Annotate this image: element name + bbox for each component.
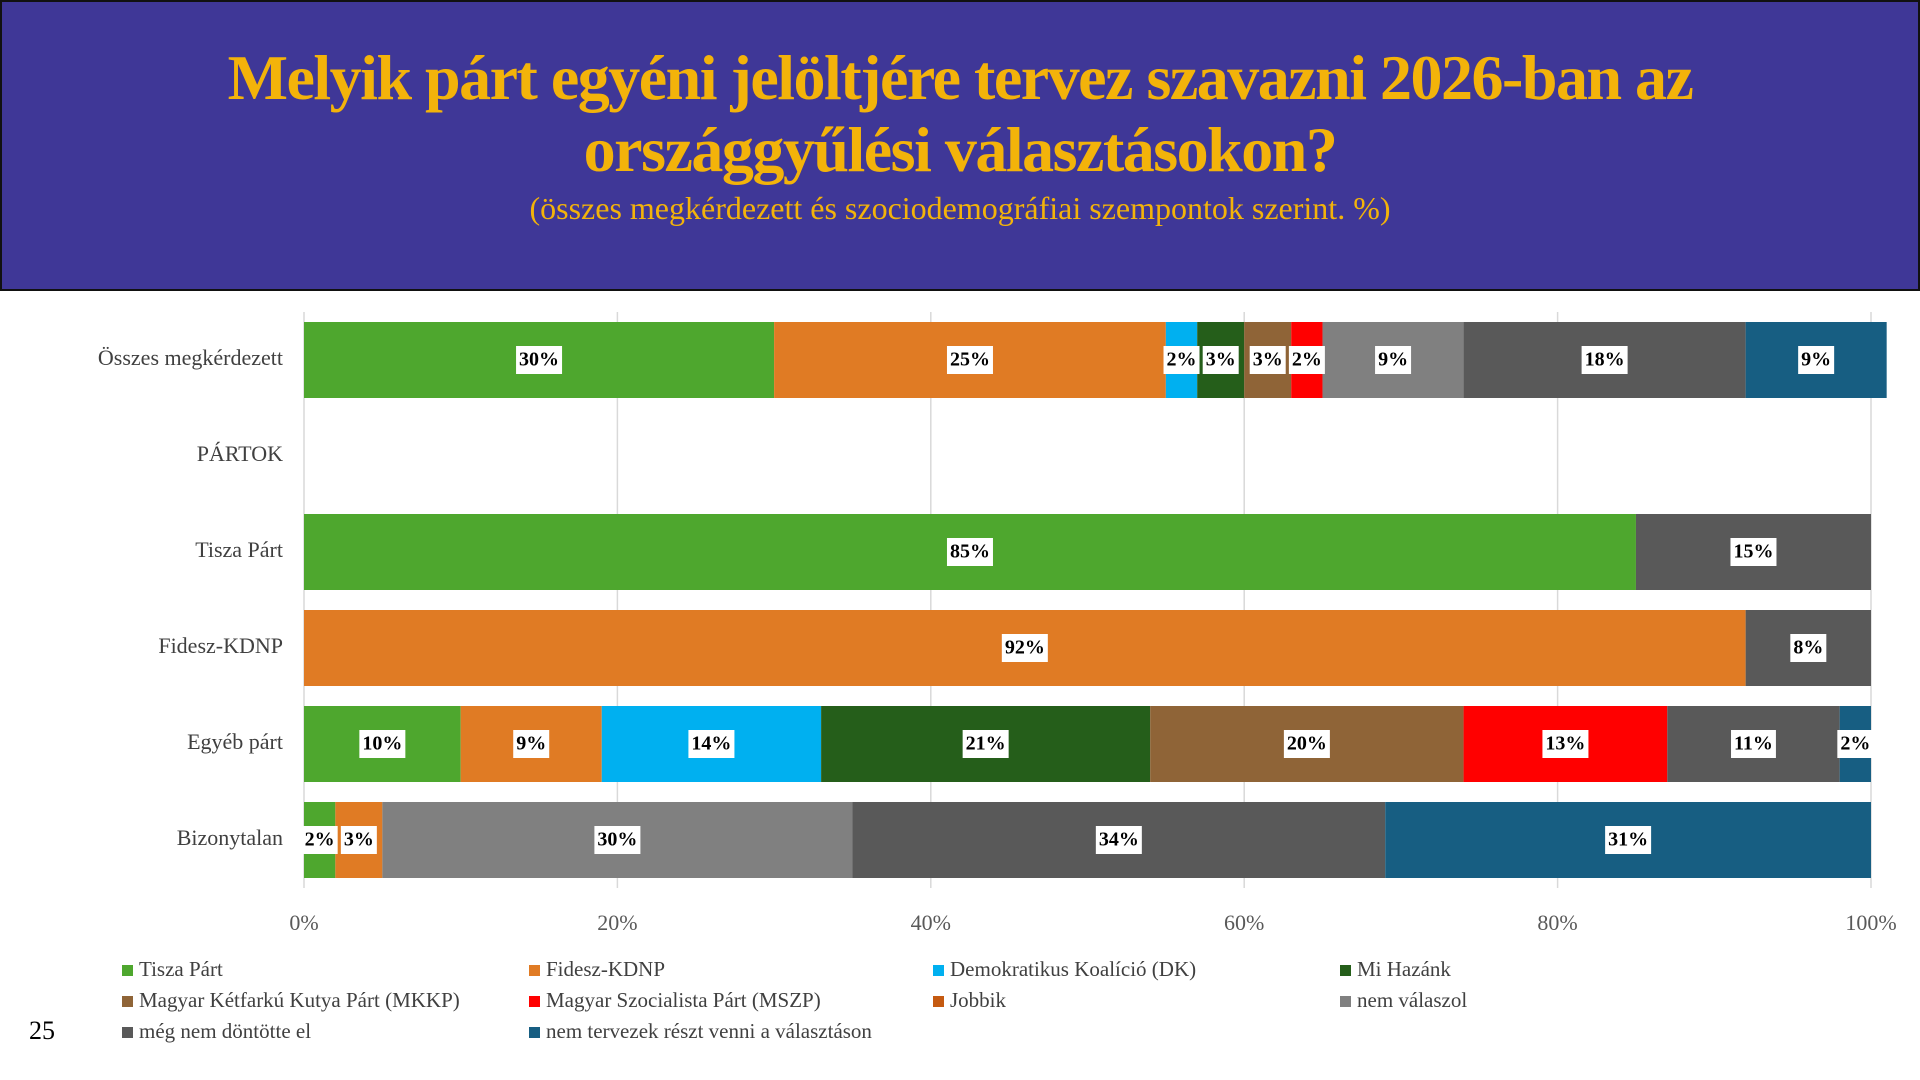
data-label: 20% (1287, 733, 1327, 755)
data-label-box (1163, 346, 1200, 374)
data-label: 3% (1253, 349, 1283, 371)
data-label: 14% (691, 733, 731, 755)
data-label: 11% (1734, 733, 1773, 755)
y-tick-label: Összes megkérdezett (98, 345, 283, 370)
data-label-box (1730, 538, 1777, 566)
data-label: 25% (950, 349, 990, 371)
legend-label: Mi Hazánk (1357, 957, 1451, 981)
legend-label: Fidesz-KDNP (546, 957, 665, 981)
data-label: 9% (1378, 349, 1408, 371)
legend-label: Jobbik (950, 988, 1007, 1012)
legend-swatch (122, 996, 133, 1007)
data-label-box (1202, 346, 1239, 374)
legend-label: Magyar Szocialista Párt (MSZP) (546, 988, 821, 1012)
legend-label: még nem döntötte el (139, 1019, 311, 1043)
y-tick-label: PÁRTOK (197, 441, 283, 466)
data-label-box (1542, 730, 1589, 758)
y-tick-label: Bizonytalan (177, 825, 283, 850)
data-label: 3% (344, 829, 374, 851)
data-label-box (516, 346, 563, 374)
data-label-box (1731, 730, 1776, 758)
y-tick-label: Fidesz-KDNP (158, 633, 283, 658)
page-number: 25 (29, 1016, 55, 1045)
legend-swatch (529, 1027, 540, 1038)
data-label: 34% (1099, 829, 1139, 851)
legend-swatch (122, 965, 133, 976)
data-label-box (301, 826, 338, 854)
data-label-box (1249, 346, 1286, 374)
data-label: 30% (597, 829, 637, 851)
data-label-box (513, 730, 550, 758)
data-label: 2% (1292, 349, 1322, 371)
chart-title: Melyik párt egyéni jelöltjére tervez sza… (227, 42, 1694, 185)
data-label-box (1790, 634, 1827, 662)
data-label: 8% (1793, 637, 1823, 659)
data-label: 92% (1005, 637, 1045, 659)
data-label-box (1581, 346, 1628, 374)
x-tick-label: 0% (289, 910, 318, 935)
legend-swatch (529, 965, 540, 976)
data-label-box (1001, 634, 1048, 662)
data-label-box (1605, 826, 1652, 854)
legend-label: Magyar Kétfarkú Kutya Párt (MKKP) (139, 988, 460, 1012)
data-label-box (1375, 346, 1412, 374)
data-label-box (340, 826, 377, 854)
data-label-box (1095, 826, 1142, 854)
data-label-box (1837, 730, 1874, 758)
legend-label: nem válaszol (1357, 988, 1467, 1012)
x-tick-label: 80% (1537, 910, 1577, 935)
x-tick-label: 40% (911, 910, 951, 935)
legend-swatch (1340, 965, 1351, 976)
y-tick-label: Egyéb párt (187, 729, 283, 754)
x-tick-label: 60% (1224, 910, 1264, 935)
y-tick-label: Tisza Párt (195, 537, 283, 562)
data-label-box (1798, 346, 1835, 374)
chart-subtitle: (összes megkérdezett és szociodemográfia… (529, 190, 1391, 226)
data-label-box (1283, 730, 1330, 758)
x-tick-label: 100% (1845, 910, 1896, 935)
data-label: 13% (1545, 733, 1585, 755)
header: Melyik párt egyéni jelöltjére tervez sza… (0, 0, 1920, 291)
legend-swatch (122, 1027, 133, 1038)
data-label: 2% (305, 829, 335, 851)
data-label-box (594, 826, 641, 854)
legend-swatch (933, 965, 944, 976)
data-label: 2% (1167, 349, 1197, 371)
data-label: 15% (1733, 541, 1773, 563)
data-label: 9% (1801, 349, 1831, 371)
data-label-box (1288, 346, 1325, 374)
data-label: 9% (516, 733, 546, 755)
data-label: 2% (1840, 733, 1870, 755)
legend-label: Tisza Párt (139, 957, 223, 981)
legend-swatch (933, 996, 944, 1007)
data-label-box (688, 730, 735, 758)
data-label: 3% (1206, 349, 1236, 371)
x-tick-label: 20% (597, 910, 637, 935)
data-label: 18% (1585, 349, 1625, 371)
data-label: 31% (1608, 829, 1648, 851)
data-label: 10% (362, 733, 402, 755)
legend-swatch (1340, 996, 1351, 1007)
data-label-box (946, 538, 993, 566)
legend-label: nem tervezek részt venni a választáson (546, 1019, 872, 1043)
data-label: 21% (966, 733, 1006, 755)
data-label-box (946, 346, 993, 374)
data-label: 85% (950, 541, 990, 563)
legend-label: Demokratikus Koalíció (DK) (950, 957, 1196, 981)
data-label-box (359, 730, 406, 758)
data-label-box (962, 730, 1009, 758)
data-label: 30% (519, 349, 559, 371)
legend-swatch (529, 996, 540, 1007)
